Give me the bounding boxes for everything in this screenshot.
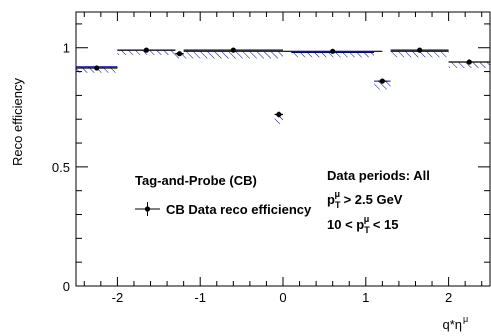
band-segment-5 — [291, 52, 375, 58]
data-point — [76, 65, 118, 71]
data-marker — [379, 78, 385, 84]
legend-marker — [135, 202, 160, 216]
band-segment-6 — [374, 81, 391, 90]
data-point — [283, 48, 383, 54]
x-tick-label: 1 — [362, 290, 369, 305]
axis-ticks-group: -2 -1 0 1 2 0 0.5 1 — [52, 12, 490, 305]
y-tick-label: 0.5 — [52, 160, 70, 175]
x-tick-label: 0 — [279, 290, 286, 305]
data-point — [274, 111, 283, 118]
data-point — [183, 47, 283, 53]
annotation-pt-range: 10 < pTμ < 15 — [327, 214, 399, 235]
data-point — [175, 51, 184, 57]
band-segment-8 — [448, 62, 490, 68]
y-tick-label: 0 — [63, 279, 70, 294]
systematic-band-group — [76, 49, 490, 124]
legend-entry-label: CB Data reco efficiency — [166, 202, 312, 217]
data-marker — [143, 47, 149, 53]
data-marker — [94, 65, 100, 71]
band-segment-7 — [390, 51, 449, 58]
x-tick-label: -2 — [112, 290, 124, 305]
y-tick-label: 1 — [63, 41, 70, 56]
data-marker — [330, 48, 336, 54]
band-segment-3 — [183, 51, 283, 59]
data-marker — [276, 111, 282, 118]
data-point — [448, 59, 490, 65]
annotation-pt-cut: pTμ > 2.5 GeV — [327, 189, 403, 210]
data-marker — [417, 47, 423, 53]
data-points-group — [76, 47, 490, 118]
band-segment-4 — [274, 114, 283, 124]
x-tick-label: -1 — [194, 290, 206, 305]
annotation-periods: Data periods: All — [327, 168, 430, 183]
data-marker — [176, 51, 183, 57]
data-point — [378, 78, 387, 84]
data-point — [117, 47, 176, 53]
x-tick-label: 2 — [445, 290, 452, 305]
data-marker — [466, 59, 472, 65]
x-axis-label-superscript: μ — [463, 314, 468, 324]
data-marker — [230, 47, 236, 53]
y-axis-label: Reco efficiency — [10, 78, 25, 166]
x-axis-label: q*η — [442, 317, 462, 332]
legend-header: Tag-and-Probe (CB) — [135, 173, 257, 188]
data-point — [390, 47, 449, 53]
